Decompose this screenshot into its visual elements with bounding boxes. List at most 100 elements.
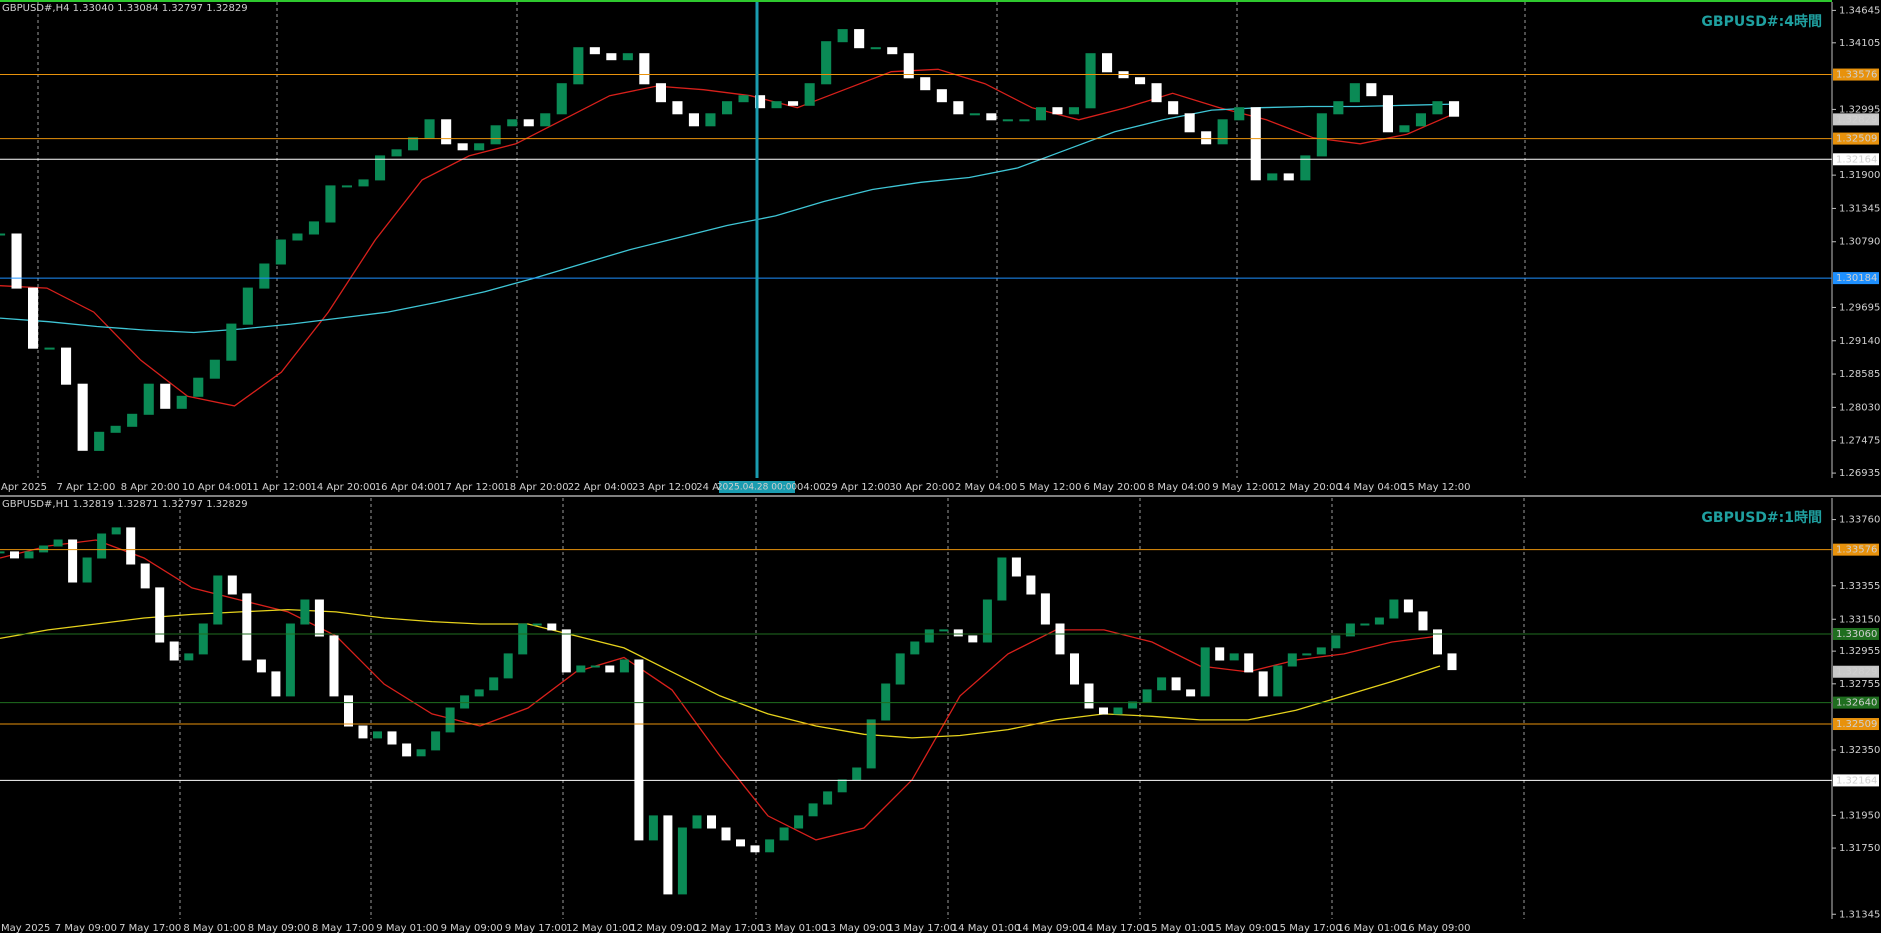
candle-body <box>953 629 963 637</box>
candle-body <box>688 113 700 127</box>
candle-body <box>97 533 107 559</box>
candle-body <box>314 599 324 637</box>
panel-title: GBPUSD#:4時間 <box>1701 13 1822 30</box>
price-level-label: 1.32164 <box>1836 154 1877 165</box>
time-label: 14 Apr 20:00 <box>310 482 375 493</box>
time-label: 14 May 04:00 <box>1338 482 1407 493</box>
price-tick-label: 1.31900 <box>1839 170 1880 181</box>
candle-body <box>953 101 964 115</box>
candle-body <box>540 113 551 127</box>
candle-body <box>275 239 286 265</box>
candle-body <box>968 635 978 643</box>
price-level-box <box>1833 68 1879 81</box>
candle-body <box>1366 83 1377 97</box>
last-price-box <box>1833 113 1879 126</box>
time-label: May 2025 <box>1 923 50 933</box>
candle-body <box>308 221 319 235</box>
time-label: 12 May 17:00 <box>695 923 764 933</box>
candle-body <box>344 695 353 727</box>
candle-body <box>1333 101 1344 115</box>
time-label: 14 May 09:00 <box>1016 923 1085 933</box>
time-label: 9 May 01:00 <box>376 923 438 933</box>
candle-body <box>804 83 815 106</box>
candle-body <box>408 137 419 151</box>
time-label: 23 Apr 12:00 <box>632 482 697 493</box>
candle-body <box>1217 119 1228 145</box>
candle-body <box>788 101 799 106</box>
candle-body <box>997 557 1007 601</box>
candle-body <box>242 287 253 325</box>
candle-body <box>325 185 336 223</box>
candle-body <box>127 413 138 427</box>
candle-body <box>707 815 716 829</box>
time-label: Apr 2025 <box>1 482 47 493</box>
candle-body <box>1113 707 1123 715</box>
candle-body <box>358 179 369 187</box>
candle-body <box>431 731 441 751</box>
candle-body <box>1151 83 1162 103</box>
candle-body <box>634 659 644 841</box>
candle-body <box>1099 707 1108 715</box>
last-price-label: 1.32829 <box>1836 114 1877 125</box>
candle-body <box>1135 77 1146 85</box>
candle-body <box>375 155 386 181</box>
candle-body <box>1085 53 1096 109</box>
candle-body <box>0 233 6 236</box>
candle-body <box>1273 665 1283 697</box>
time-label: 7 May 09:00 <box>55 923 117 933</box>
candle-body <box>837 29 848 43</box>
candle-body <box>523 119 534 127</box>
candle-body <box>1157 677 1167 691</box>
candle-body <box>736 839 745 847</box>
candle-body <box>924 629 934 643</box>
time-label: 5 May 12:00 <box>1019 482 1081 493</box>
price-tick-label: 1.33150 <box>1839 614 1880 625</box>
price-tick-label: 1.32995 <box>1839 104 1880 115</box>
time-label: 9 May 09:00 <box>441 923 503 933</box>
candle-body <box>576 665 586 673</box>
time-label: 29 Apr 12:00 <box>825 482 890 493</box>
candle-body <box>779 827 789 841</box>
candle-body <box>285 623 295 697</box>
time-label: 8 May 09:00 <box>248 923 310 933</box>
price-tick-label: 1.32755 <box>1839 679 1880 690</box>
candle-body <box>1171 677 1181 691</box>
candle-body <box>1345 623 1355 637</box>
price-tick-label: 1.31345 <box>1839 203 1880 214</box>
candle-body <box>605 665 615 673</box>
candle-body <box>705 113 716 127</box>
candle-body <box>1002 119 1013 122</box>
candle-body <box>292 233 303 241</box>
time-label: 16 May 09:00 <box>1402 923 1471 933</box>
candle-body <box>198 623 208 655</box>
time-label: 13 May 01:00 <box>759 923 828 933</box>
candle-body <box>445 707 455 733</box>
candle-body <box>68 539 78 583</box>
candle-body <box>10 551 19 559</box>
price-level-label: 1.32640 <box>1836 698 1877 709</box>
candle-body <box>11 233 22 289</box>
price-tick-label: 1.29140 <box>1839 336 1880 347</box>
time-label: 9 May 17:00 <box>505 923 567 933</box>
price-level-label: 1.32509 <box>1836 719 1877 730</box>
candle-body <box>1374 617 1384 625</box>
time-label: 15 May 12:00 <box>1402 482 1471 493</box>
candle-body <box>143 383 154 415</box>
candle-body <box>226 323 237 361</box>
price-tick-label: 1.34105 <box>1839 38 1880 49</box>
candle-body <box>0 551 5 554</box>
time-label: 12 May 20:00 <box>1273 482 1342 493</box>
time-label: 16 Apr 04:00 <box>375 482 440 493</box>
candle-body <box>271 671 281 697</box>
time-label: 11 Apr 12:00 <box>246 482 311 493</box>
candle-body <box>639 53 650 85</box>
candle-body <box>1201 131 1212 145</box>
candle-body <box>821 41 832 85</box>
candle-body <box>765 839 775 853</box>
time-label: 8 May 04:00 <box>1148 482 1210 493</box>
candle-body <box>606 53 617 61</box>
candle-body <box>242 593 252 661</box>
candle-body <box>424 119 435 139</box>
price-level-label: 1.33576 <box>1836 70 1877 81</box>
